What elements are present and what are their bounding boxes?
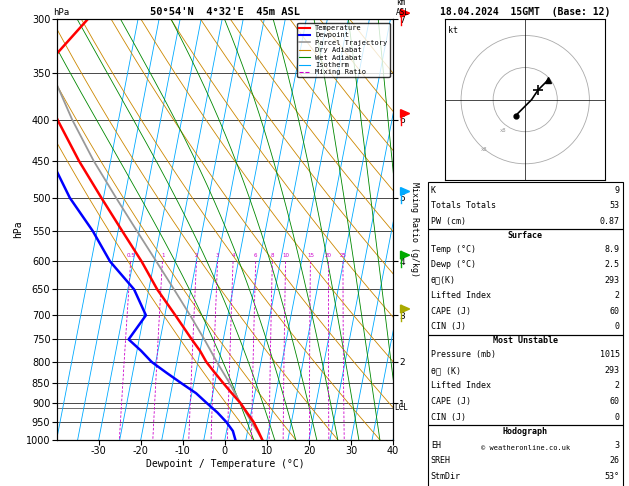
Text: θᴇ(K): θᴇ(K) [431, 276, 456, 285]
Text: K: K [431, 186, 436, 194]
Text: 60: 60 [610, 397, 620, 406]
Text: Hodograph: Hodograph [503, 427, 548, 435]
Polygon shape [401, 9, 409, 17]
Text: CAPE (J): CAPE (J) [431, 397, 471, 406]
Text: 8: 8 [270, 253, 274, 258]
Text: Surface: Surface [508, 231, 543, 240]
Text: Pressure (mb): Pressure (mb) [431, 350, 496, 359]
Text: 60: 60 [610, 307, 620, 316]
Polygon shape [401, 305, 409, 313]
Text: 18.04.2024  15GMT  (Base: 12): 18.04.2024 15GMT (Base: 12) [440, 7, 610, 17]
Text: 2: 2 [195, 253, 199, 258]
Legend: Temperature, Dewpoint, Parcel Trajectory, Dry Adiabat, Wet Adiabat, Isotherm, Mi: Temperature, Dewpoint, Parcel Trajectory… [298, 23, 389, 77]
Text: 0.87: 0.87 [599, 217, 620, 226]
Text: θᴇ (K): θᴇ (K) [431, 366, 461, 375]
Text: kt: kt [448, 26, 459, 35]
Text: Totals Totals: Totals Totals [431, 201, 496, 210]
Y-axis label: hPa: hPa [13, 221, 23, 239]
Text: 20: 20 [325, 253, 332, 258]
Text: 10: 10 [282, 253, 289, 258]
Text: 1015: 1015 [599, 350, 620, 359]
Text: 2.5: 2.5 [604, 260, 620, 269]
Text: 53: 53 [610, 201, 620, 210]
Text: 293: 293 [604, 276, 620, 285]
Text: EH: EH [431, 441, 441, 450]
Text: Most Unstable: Most Unstable [493, 336, 558, 346]
Text: Lifted Index: Lifted Index [431, 291, 491, 300]
Text: hPa: hPa [53, 8, 70, 17]
Polygon shape [401, 251, 409, 259]
Text: 0: 0 [615, 322, 620, 331]
Text: LCL: LCL [394, 403, 408, 412]
Text: 3: 3 [216, 253, 220, 258]
Polygon shape [401, 110, 409, 118]
X-axis label: Dewpoint / Temperature (°C): Dewpoint / Temperature (°C) [145, 459, 304, 469]
Text: SREH: SREH [431, 456, 451, 465]
Text: 53°: 53° [604, 472, 620, 481]
Text: 0.5: 0.5 [126, 253, 135, 258]
Y-axis label: Mixing Ratio (g/kg): Mixing Ratio (g/kg) [410, 182, 419, 277]
Text: Dewp (°C): Dewp (°C) [431, 260, 476, 269]
Text: 0: 0 [615, 413, 620, 421]
Text: km
ASL: km ASL [396, 0, 410, 17]
Text: Temp (°C): Temp (°C) [431, 244, 476, 254]
Text: 26: 26 [610, 456, 620, 465]
Text: 1: 1 [161, 253, 165, 258]
Text: © weatheronline.co.uk: © weatheronline.co.uk [481, 445, 570, 451]
Text: 293: 293 [604, 366, 620, 375]
Text: 2: 2 [615, 291, 620, 300]
Text: 2: 2 [615, 382, 620, 390]
Text: 50°54'N  4°32'E  45m ASL: 50°54'N 4°32'E 45m ASL [150, 7, 300, 17]
Text: 4: 4 [231, 253, 235, 258]
Text: 6: 6 [254, 253, 258, 258]
Text: 25: 25 [340, 253, 347, 258]
Text: 9: 9 [615, 186, 620, 194]
Text: CIN (J): CIN (J) [431, 413, 466, 421]
Text: CIN (J): CIN (J) [431, 322, 466, 331]
Text: x8: x8 [481, 147, 487, 152]
Text: Lifted Index: Lifted Index [431, 382, 491, 390]
Text: 3: 3 [615, 441, 620, 450]
Text: CAPE (J): CAPE (J) [431, 307, 471, 316]
Text: 15: 15 [307, 253, 314, 258]
Text: PW (cm): PW (cm) [431, 217, 466, 226]
Text: 8.9: 8.9 [604, 244, 620, 254]
Polygon shape [401, 188, 409, 195]
Text: x8: x8 [499, 128, 506, 133]
Text: StmDir: StmDir [431, 472, 461, 481]
